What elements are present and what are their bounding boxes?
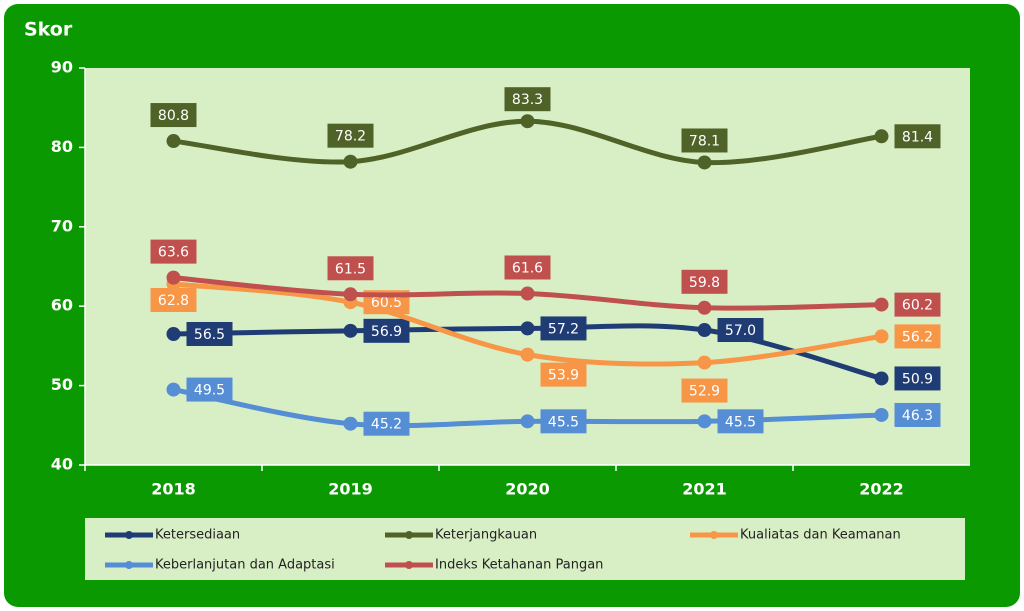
point <box>343 416 358 431</box>
label-box <box>504 87 551 112</box>
data-label: 56.2 <box>902 329 933 345</box>
data-label: 52.9 <box>689 384 720 400</box>
data-label: 53.9 <box>548 368 579 384</box>
label-box <box>150 103 197 128</box>
data-label: 78.1 <box>689 133 720 149</box>
point <box>343 154 358 169</box>
data-label: 63.6 <box>158 245 189 261</box>
y-tick-label: 40 <box>51 455 73 474</box>
label-box <box>540 316 587 341</box>
point <box>520 114 535 129</box>
label-box <box>540 362 587 387</box>
data-label: 50.9 <box>902 371 933 387</box>
legend-marker <box>710 531 718 539</box>
label-box <box>894 292 941 317</box>
label-box <box>894 402 941 427</box>
label-box <box>681 128 728 153</box>
y-tick-label: 90 <box>51 58 73 77</box>
data-label: 57.0 <box>725 323 756 339</box>
x-tick-label: 2021 <box>682 480 727 499</box>
point <box>697 355 712 370</box>
point <box>874 129 889 144</box>
label-box <box>186 321 233 346</box>
point <box>697 155 712 170</box>
x-tick-label: 2018 <box>151 480 196 499</box>
point <box>520 286 535 301</box>
label-box <box>894 366 941 391</box>
point <box>166 270 181 285</box>
data-label: 45.2 <box>371 417 402 433</box>
legend-label: Indeks Ketahanan Pangan <box>435 558 603 573</box>
y-tick-label: 70 <box>51 216 73 235</box>
chart-title: Skor <box>24 19 73 41</box>
legend-marker <box>405 561 413 569</box>
label-box <box>894 124 941 149</box>
data-label: 49.5 <box>194 383 225 399</box>
data-label: 81.4 <box>902 129 933 145</box>
data-label: 78.2 <box>335 129 366 145</box>
legend-label: Keterjangkauan <box>435 528 537 543</box>
data-label: 59.8 <box>689 275 720 291</box>
data-label: 61.5 <box>335 261 366 277</box>
data-label: 45.5 <box>548 414 579 430</box>
point <box>343 323 358 338</box>
point <box>166 134 181 149</box>
y-tick-label: 50 <box>51 375 73 394</box>
point <box>697 300 712 315</box>
y-tick-label: 60 <box>51 296 73 315</box>
label-box <box>150 287 197 312</box>
data-label: 60.5 <box>371 295 402 311</box>
point <box>166 382 181 397</box>
data-label: 46.3 <box>902 408 933 424</box>
point <box>874 371 889 386</box>
point <box>520 347 535 362</box>
point <box>520 414 535 429</box>
data-label: 80.8 <box>158 108 189 124</box>
x-tick-label: 2020 <box>505 480 550 499</box>
label-box <box>363 318 410 343</box>
label-box <box>327 256 374 281</box>
data-label: 62.8 <box>158 293 189 309</box>
data-label: 56.9 <box>371 324 402 340</box>
label-box <box>894 324 941 349</box>
point <box>874 329 889 344</box>
x-tick-label: 2022 <box>859 480 904 499</box>
legend-label: Ketersediaan <box>155 528 240 543</box>
point <box>874 297 889 312</box>
legend-marker <box>125 561 133 569</box>
data-label: 60.2 <box>902 298 933 314</box>
point <box>874 407 889 422</box>
y-tick-label: 80 <box>51 137 73 156</box>
data-label: 45.5 <box>725 414 756 430</box>
label-box <box>327 123 374 148</box>
label-box <box>717 318 764 343</box>
label-box <box>363 411 410 436</box>
label-box <box>681 378 728 403</box>
point <box>697 414 712 429</box>
legend-marker <box>125 531 133 539</box>
data-label: 57.2 <box>548 321 579 337</box>
legend-label: Keberlanjutan dan Adaptasi <box>155 558 335 573</box>
data-label: 83.3 <box>512 92 543 108</box>
label-box <box>717 409 764 434</box>
point <box>697 323 712 338</box>
label-box <box>504 255 551 280</box>
point <box>343 287 358 302</box>
label-box <box>186 377 233 402</box>
point <box>166 326 181 341</box>
label-box <box>150 239 197 264</box>
x-tick-label: 2019 <box>328 480 373 499</box>
legend-marker <box>405 531 413 539</box>
label-box <box>540 409 587 434</box>
data-label: 56.5 <box>194 327 225 343</box>
point <box>520 321 535 336</box>
legend-box <box>85 518 965 580</box>
label-box <box>681 269 728 294</box>
data-label: 61.6 <box>512 260 543 276</box>
legend-label: Kualiatas dan Keamanan <box>740 528 901 543</box>
